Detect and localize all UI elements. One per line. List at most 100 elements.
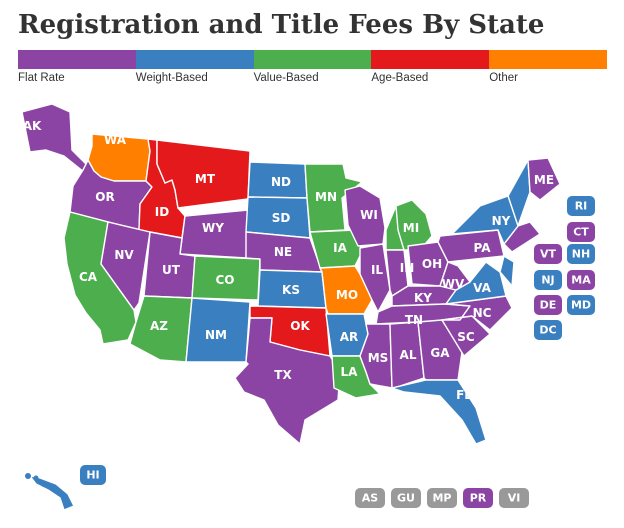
state-chip-ma-box[interactable] [567,270,595,290]
state-shape-hi[interactable] [29,475,75,511]
state-label-or: OR [95,190,114,204]
state-chip-md-label: MD [571,299,591,312]
territory-chip-vi[interactable]: VI [499,488,529,508]
territory-chip-mp-box[interactable] [427,488,457,508]
state-chip-de[interactable]: DE [534,295,562,315]
state-label-mo: MO [336,288,358,302]
state-label-ne: NE [274,245,292,259]
territory-chip-gu-label: GU [397,492,415,505]
state-label-ny: NY [492,214,511,228]
state-label-al: AL [400,348,417,362]
territory-chip-pr[interactable]: PR [463,488,493,508]
state-shape-mn[interactable] [304,163,363,233]
state-chip-dc-box[interactable] [534,320,562,340]
state-label-fl: FL [456,388,472,402]
state-chip-nj-box[interactable] [534,270,562,290]
state-label-id: ID [155,205,169,219]
state-chip-md[interactable]: MD [567,295,595,315]
state-label-sd: SD [272,211,291,225]
legend-label-weight-based: Weight-Based [135,72,208,84]
state-chip-ma[interactable]: MA [567,270,595,290]
legend-labels: Flat Rate Weight-Based Value-Based Age-B… [18,70,607,84]
state-shape-nv[interactable] [100,221,151,311]
state-label-sc: SC [457,330,475,344]
territory-chip-mp-label: MP [432,492,451,505]
state-label-ks: KS [282,283,300,297]
state-chip-ri[interactable]: RI [567,196,595,216]
state-label-oh: OH [422,257,442,271]
hawaii-island-0 [25,473,31,479]
state-chip-dc[interactable]: DC [534,320,562,340]
state-label-ms: MS [368,351,389,365]
state-label-ga: GA [430,346,450,360]
state-chip-nj[interactable]: NJ [534,270,562,290]
territory-chip-gu[interactable]: GU [391,488,421,508]
state-chip-nh-label: NH [572,248,590,261]
state-shape-al[interactable] [389,321,425,389]
state-shape-ia[interactable] [309,229,363,269]
state-chip-hi[interactable]: HI [80,465,106,485]
state-label-tn: TN [405,313,423,327]
state-chip-ct-box[interactable] [567,222,595,242]
state-label-nm: NM [205,328,227,342]
state-chip-ma-label: MA [571,274,591,287]
state-shape-wi[interactable] [344,185,386,247]
state-chip-nh-box[interactable] [567,244,595,264]
state-label-az: AZ [150,319,168,333]
state-label-tx: TX [274,368,292,382]
state-label-wi: WI [360,208,378,222]
state-shape-fl[interactable] [391,379,487,445]
state-chip-ct-label: CT [573,226,589,239]
state-label-me: ME [534,173,554,187]
state-label-ok: OK [290,319,310,333]
state-shape-me[interactable] [527,157,561,201]
state-label-ky: KY [414,291,432,305]
state-shape-nc[interactable] [441,295,513,331]
legend-swatch-weight-based[interactable] [135,50,254,69]
state-shape-ny[interactable] [451,195,519,245]
hawaii-island-2 [41,481,47,487]
territory-chip-as-label: AS [362,492,379,505]
state-chip-hi-box[interactable] [80,465,106,485]
state-chip-ct[interactable]: CT [567,222,595,242]
legend-swatch-other[interactable] [489,50,607,69]
state-label-mt: MT [195,172,216,186]
territory-chip-vi-box[interactable] [499,488,529,508]
legend-swatch-value-based[interactable] [253,50,372,69]
state-chip-nh[interactable]: NH [567,244,595,264]
state-chip-md-box[interactable] [567,295,595,315]
legend-label-age-based: Age-Based [371,72,429,84]
state-shape-pa[interactable] [437,229,505,263]
us-state-map: AK WA OR CA ID NV MT WY UT AZ CO NM ND SD NE KS OK TX MN IA… [21,103,595,511]
territory-chip-pr-box[interactable] [463,488,493,508]
state-chip-nj-label: NJ [541,274,554,287]
state-chip-vt[interactable]: VT [534,244,562,264]
state-chip-vt-label: VT [540,248,557,261]
legend-swatch-flat-rate[interactable] [18,50,136,69]
state-shape-tx[interactable] [234,317,341,445]
state-label-la: LA [341,365,359,379]
state-chip-vt-box[interactable] [534,244,562,264]
state-shape-wv[interactable] [439,261,471,291]
state-chip-ri-box[interactable] [567,196,595,216]
territory-chip-as[interactable]: AS [355,488,385,508]
hawaii-island-1 [33,475,39,481]
territory-chip-gu-box[interactable] [391,488,421,508]
state-label-co: CO [215,273,234,287]
state-shape-northeast-2[interactable] [499,255,515,287]
territory-chip-as-box[interactable] [355,488,385,508]
state-chip-dc-label: DC [539,324,556,337]
state-chip-de-box[interactable] [534,295,562,315]
territory-chip-mp[interactable]: MP [427,488,457,508]
state-shape-ak[interactable] [21,103,89,173]
state-label-nd: ND [271,175,291,189]
territory-chip-vi-label: VI [508,492,521,505]
state-label-pa: PA [474,241,492,255]
state-label-nc: NC [473,306,492,320]
legend-swatch-age-based[interactable] [371,50,490,69]
page-title: Registration and Title Fees By State [18,10,545,40]
state-label-ia: IA [333,241,347,255]
state-label-in: IN [400,261,415,275]
state-label-il: IL [371,263,383,277]
territory-chip-pr-label: PR [470,492,487,505]
